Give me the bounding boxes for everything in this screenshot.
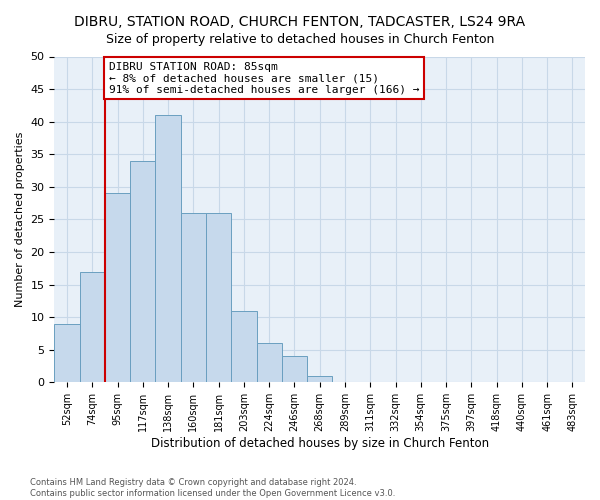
Bar [206, 213, 231, 382]
Bar [130, 161, 155, 382]
Bar [231, 310, 257, 382]
X-axis label: Distribution of detached houses by size in Church Fenton: Distribution of detached houses by size … [151, 437, 489, 450]
Bar [257, 343, 282, 382]
Text: Size of property relative to detached houses in Church Fenton: Size of property relative to detached ho… [106, 32, 494, 46]
Bar [80, 272, 105, 382]
Bar [307, 376, 332, 382]
Bar [55, 324, 80, 382]
Bar [181, 213, 206, 382]
Text: DIBRU, STATION ROAD, CHURCH FENTON, TADCASTER, LS24 9RA: DIBRU, STATION ROAD, CHURCH FENTON, TADC… [74, 15, 526, 29]
Text: Contains HM Land Registry data © Crown copyright and database right 2024.
Contai: Contains HM Land Registry data © Crown c… [30, 478, 395, 498]
Bar [155, 115, 181, 382]
Bar [105, 194, 130, 382]
Y-axis label: Number of detached properties: Number of detached properties [15, 132, 25, 307]
Text: DIBRU STATION ROAD: 85sqm
← 8% of detached houses are smaller (15)
91% of semi-d: DIBRU STATION ROAD: 85sqm ← 8% of detach… [109, 62, 419, 95]
Bar [282, 356, 307, 382]
